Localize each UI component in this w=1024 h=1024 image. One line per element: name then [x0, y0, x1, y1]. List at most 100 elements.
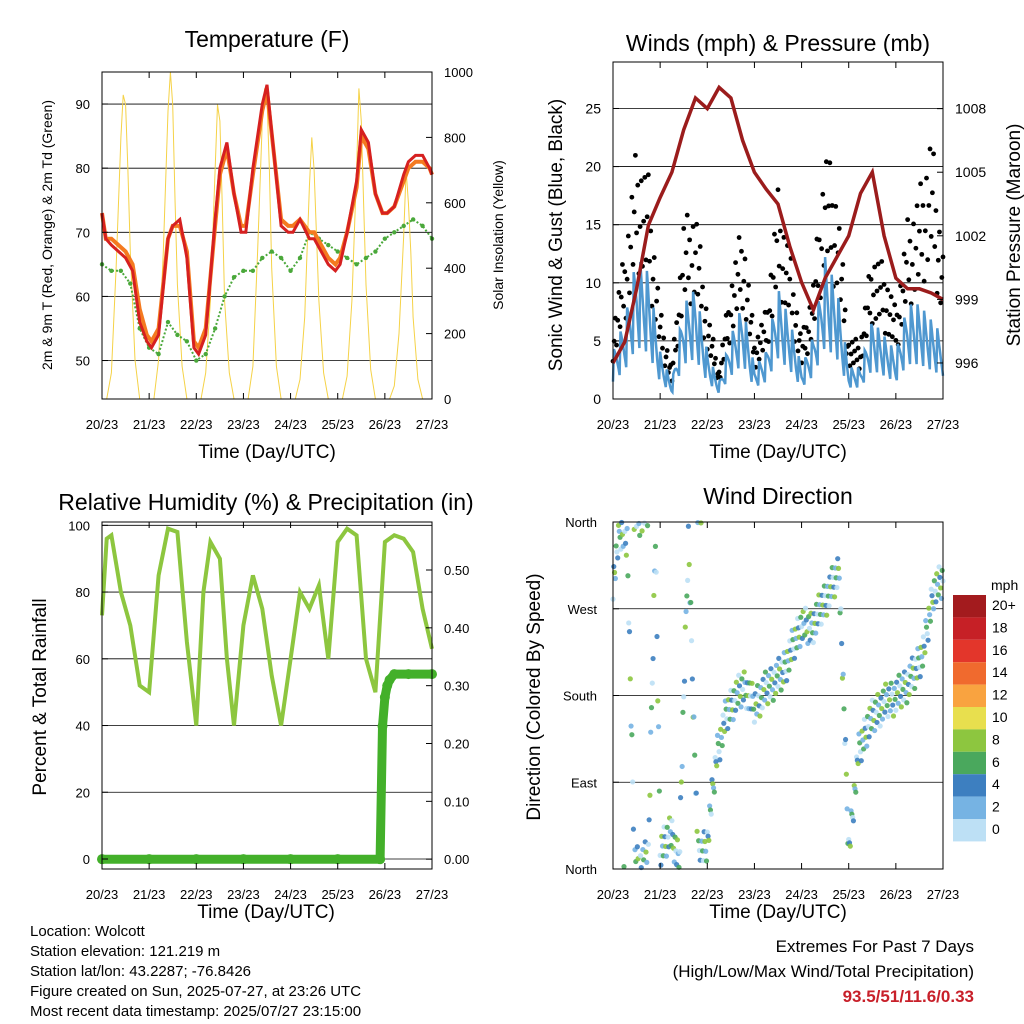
- direction-point: [831, 594, 838, 600]
- temperature-panel: Temperature (F) 2m & 9m T (Red, Orange) …: [39, 26, 506, 463]
- direction-point: [768, 666, 774, 672]
- gust-point: [634, 230, 639, 236]
- direction-point: [927, 618, 934, 624]
- gust-point: [713, 355, 718, 361]
- precipitation-point: [238, 854, 249, 865]
- gust-point: [914, 203, 920, 209]
- x-tick-label: 24/23: [274, 417, 307, 432]
- gust-point: [775, 187, 781, 193]
- gust-point: [787, 276, 793, 282]
- gust-point: [822, 205, 828, 211]
- direction-point: [718, 734, 725, 741]
- direction-point: [650, 655, 656, 662]
- gust-point: [724, 336, 730, 341]
- x-tick-label: 27/23: [416, 417, 449, 432]
- gust-point: [871, 292, 876, 298]
- gust-point: [694, 221, 700, 227]
- direction-point: [707, 803, 713, 809]
- gust-point: [656, 334, 662, 340]
- legend-label: 14: [992, 664, 1008, 680]
- x-tick-label: 22/23: [180, 887, 213, 902]
- direction-point: [912, 685, 918, 692]
- gust-point: [820, 191, 826, 197]
- direction-point: [778, 687, 784, 693]
- direction-point: [934, 571, 940, 577]
- temperature-title: Temperature (F): [185, 26, 350, 52]
- extremes-box: Extremes For Past 7 Days (High/Low/Max W…: [673, 934, 974, 1009]
- x-tick-label: 21/23: [644, 887, 677, 902]
- direction-point: [677, 795, 684, 801]
- gust-point: [614, 342, 619, 348]
- temperature-9m-line: [100, 84, 434, 358]
- gust-point: [663, 354, 669, 360]
- direction-point: [919, 663, 926, 669]
- gust-point: [774, 238, 780, 244]
- gust-point: [782, 300, 788, 306]
- gust-point: [700, 284, 705, 290]
- direction-point: [702, 838, 708, 845]
- gust-point: [826, 203, 832, 209]
- direction-point: [716, 749, 722, 755]
- gust-point: [926, 203, 932, 208]
- gust-point: [906, 277, 912, 283]
- y-tick-label: 0: [593, 391, 601, 407]
- speed-legend: mph 20+ 18 16 14 12 10 8 6 4 2 0: [953, 577, 1018, 842]
- direction-point: [762, 669, 769, 675]
- direction-point: [757, 713, 763, 719]
- direction-point: [689, 676, 695, 682]
- gust-point: [615, 317, 621, 323]
- y2-tick-label: 1002: [955, 228, 986, 244]
- y2-tick-label: 0.00: [444, 852, 469, 867]
- gust-point: [746, 282, 751, 288]
- humidity-y2-ticks: 0.00 0.10 0.20 0.30 0.40 0.50: [426, 563, 469, 867]
- direction-xlabel: Time (Day/UTC): [709, 902, 847, 923]
- gust-point: [851, 360, 856, 366]
- direction-point: [892, 696, 898, 702]
- direction-point: [858, 758, 864, 764]
- direction-point: [678, 779, 684, 785]
- y-tick-label: 20: [585, 159, 601, 175]
- gust-point: [846, 342, 852, 348]
- gust-point: [931, 151, 936, 157]
- direction-point: [643, 849, 649, 855]
- direction-point: [798, 614, 804, 620]
- direction-point: [879, 716, 886, 722]
- direction-title: Wind Direction: [703, 483, 853, 509]
- gust-point: [664, 348, 670, 353]
- direction-point: [627, 676, 633, 682]
- direction-point: [703, 858, 710, 864]
- gust-point: [711, 361, 717, 367]
- gust-point: [706, 333, 711, 339]
- direction-point: [771, 669, 777, 675]
- direction-point: [685, 523, 692, 529]
- gust-point: [742, 256, 748, 262]
- direction-point: [736, 672, 742, 678]
- direction-point: [712, 754, 718, 761]
- direction-point: [629, 732, 635, 738]
- direction-point: [688, 599, 694, 606]
- x-tick-label: 24/23: [274, 887, 307, 902]
- gust-point: [757, 340, 763, 346]
- gust-point: [939, 275, 945, 280]
- direction-point: [621, 863, 627, 870]
- gust-point: [819, 246, 825, 252]
- x-tick-label: 21/23: [133, 887, 166, 902]
- direction-point: [899, 676, 905, 682]
- gust-point: [682, 287, 688, 293]
- direction-point: [881, 698, 887, 705]
- gust-point: [922, 228, 928, 234]
- gust-point: [796, 338, 802, 343]
- y-tick-label: East: [571, 775, 597, 790]
- direction-point: [651, 592, 657, 599]
- gust-point: [847, 363, 853, 369]
- direction-point: [791, 655, 798, 661]
- gust-point: [617, 324, 623, 330]
- direction-point: [649, 680, 655, 686]
- gust-point: [703, 306, 709, 312]
- station-info: Location: Wolcott Station elevation: 121…: [30, 922, 361, 1022]
- gust-point: [660, 345, 665, 351]
- direction-point: [934, 581, 941, 587]
- direction-point: [677, 849, 683, 855]
- direction-point: [842, 740, 848, 747]
- gust-point: [620, 262, 625, 267]
